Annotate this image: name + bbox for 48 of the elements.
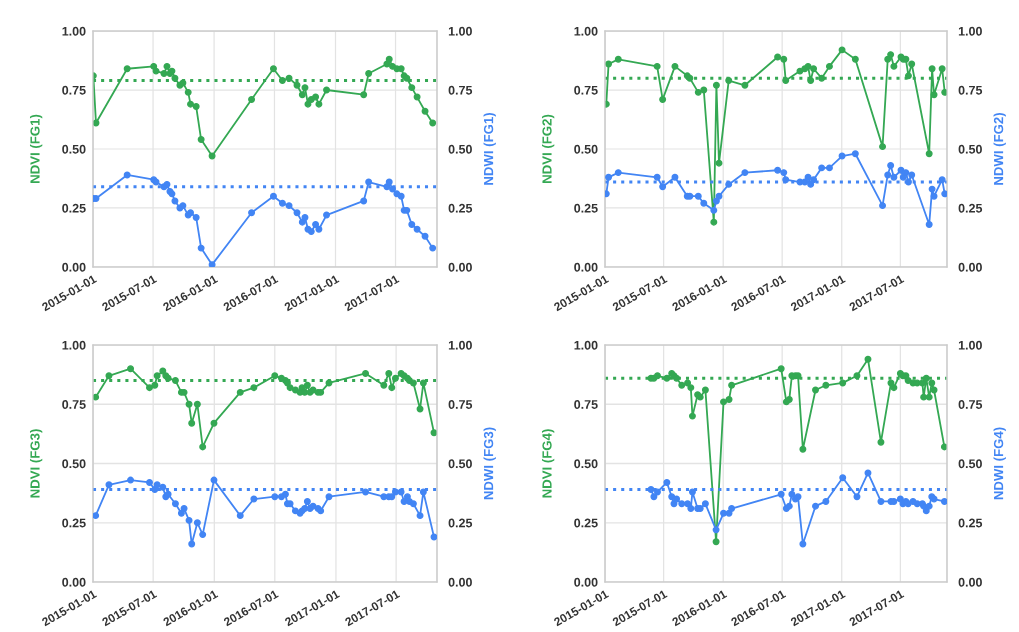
y-tick-label: 0.50	[574, 144, 598, 154]
y-tick-label: 1.00	[574, 26, 598, 36]
y-tick-label: 0.00	[62, 577, 86, 587]
y-tick-label: 0.00	[574, 262, 598, 272]
y2-axis-title: NDWI (FG1)	[483, 113, 496, 185]
y-axis-title: NDVI (FG2)	[541, 114, 555, 183]
y2-axis-title: NDWI (FG2)	[993, 113, 1006, 185]
y-tick-label: 0.75	[574, 85, 598, 95]
y2-tick-label: 0.00	[958, 262, 982, 272]
y2-tick-label: 0.75	[448, 400, 473, 409]
y2-tick-label: 0.50	[958, 144, 982, 154]
y-axis-title: NDVI (FG1)	[29, 114, 43, 183]
y-tick-label: 0.50	[62, 144, 86, 154]
y2-axis-title: NDWI (FG4)	[993, 427, 1006, 500]
y2-tick-label: 0.75	[958, 400, 983, 409]
y2-tick-label: 0.00	[448, 262, 472, 272]
y-tick-label: 0.50	[62, 459, 86, 469]
y-tick-label: 1.00	[62, 340, 86, 350]
y-tick-label: 0.75	[62, 85, 86, 95]
y-tick-label: 0.75	[62, 400, 86, 409]
y2-tick-label: 0.25	[448, 518, 473, 528]
y-tick-label: 0.50	[574, 459, 598, 469]
y2-tick-label: 1.00	[448, 340, 472, 350]
y2-tick-label: 0.75	[958, 85, 983, 95]
y-axis-title: NDVI (FG4)	[541, 429, 555, 498]
y2-tick-label: 0.75	[448, 85, 473, 95]
y2-tick-label: 1.00	[958, 26, 982, 36]
y2-tick-label: 1.00	[958, 340, 982, 350]
y2-tick-label: 0.25	[958, 203, 983, 213]
y2-tick-label: 0.50	[958, 459, 982, 469]
y2-tick-label: 0.50	[448, 459, 472, 469]
y2-tick-label: 0.25	[448, 203, 473, 213]
y2-tick-label: 0.00	[958, 577, 982, 587]
y-tick-label: 0.00	[62, 262, 86, 272]
y2-axis-title: NDWI (FG3)	[483, 427, 496, 500]
y-tick-label: 0.00	[574, 577, 598, 587]
y2-tick-label: 1.00	[448, 26, 472, 36]
y2-tick-label: 0.25	[958, 518, 983, 528]
y-tick-label: 1.00	[574, 340, 598, 350]
y2-tick-label: 0.00	[448, 577, 472, 587]
y-tick-label: 0.25	[574, 203, 598, 213]
y-tick-label: 0.25	[62, 518, 86, 528]
y-tick-label: 1.00	[62, 26, 86, 36]
y-axis-title: NDVI (FG3)	[29, 429, 43, 498]
y-tick-label: 0.25	[62, 203, 86, 213]
y-tick-label: 0.25	[574, 518, 598, 528]
y-tick-label: 0.75	[574, 400, 598, 409]
y2-tick-label: 0.50	[448, 144, 472, 154]
